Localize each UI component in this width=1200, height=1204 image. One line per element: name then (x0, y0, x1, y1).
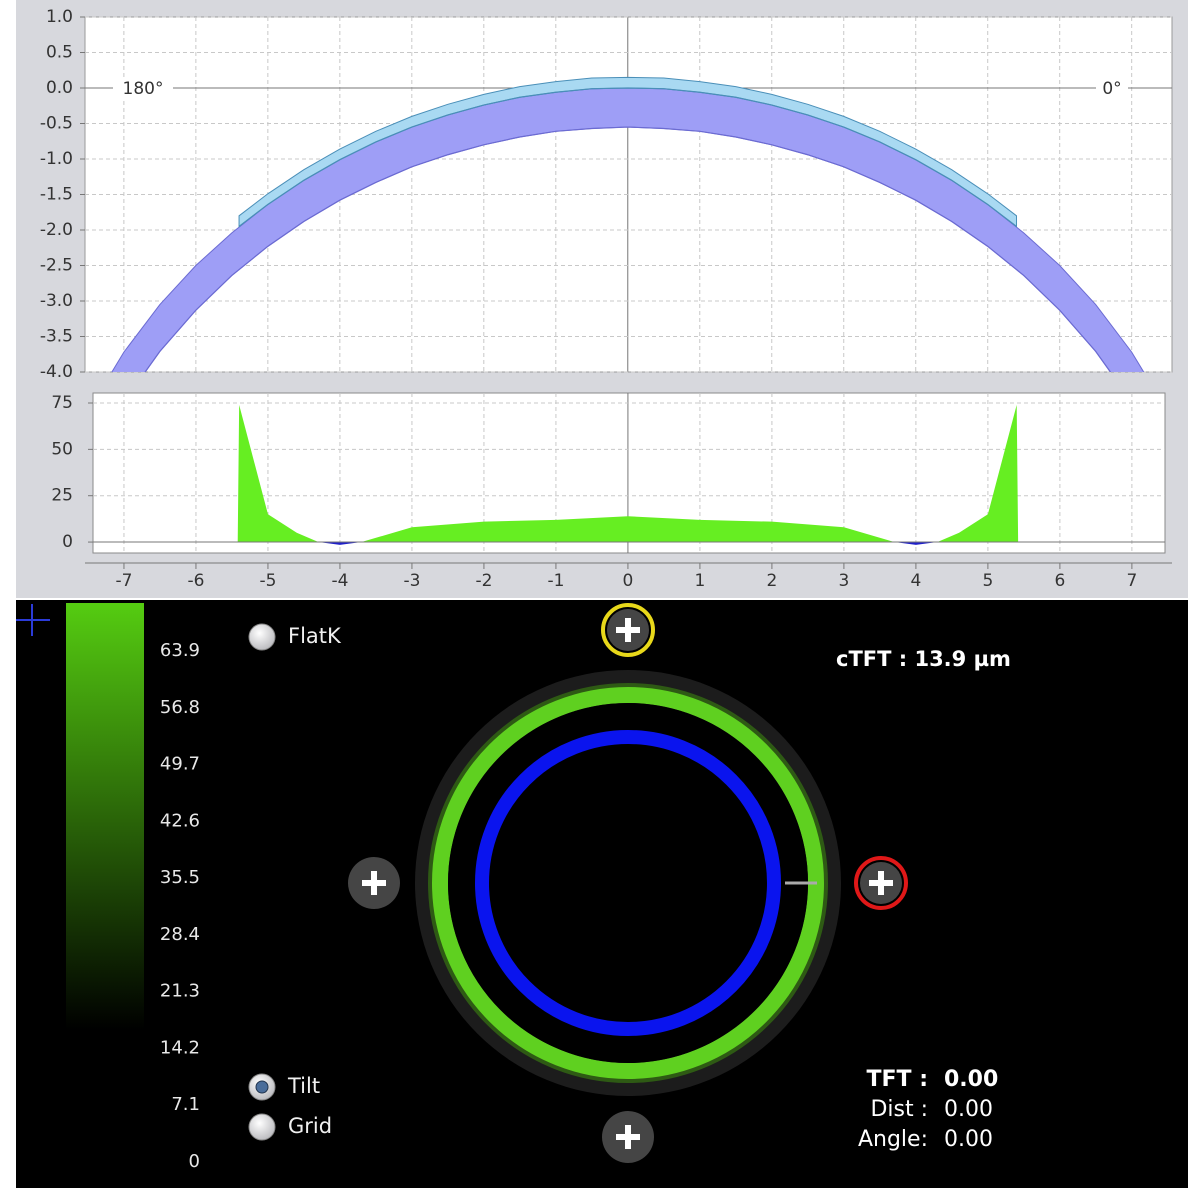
y-tick-label: -1.5 (40, 185, 73, 205)
scale-label: 56.8 (160, 697, 200, 718)
y-tick-label: -2.0 (40, 220, 73, 240)
plus-v (625, 1125, 631, 1149)
radio-label[interactable]: Grid (288, 1114, 332, 1138)
band-edge (144, 126, 1112, 372)
y-tick-label: 1.0 (46, 7, 73, 27)
readout-label: Angle: (858, 1127, 928, 1152)
radio-label[interactable]: FlatK (288, 624, 342, 648)
radio-dot (255, 1080, 269, 1094)
x-tick-label: 3 (838, 571, 849, 591)
y-tick-label: -4.0 (40, 362, 73, 382)
x-tick-label: -2 (475, 571, 492, 591)
color-scale: 63.9 56.8 49.7 42.6 35.5 28.4 21.3 14.2 7.1 0 (66, 603, 200, 1172)
radio-button[interactable] (248, 623, 276, 651)
button-ring (854, 856, 908, 910)
buttons (348, 603, 908, 1163)
band-edge (238, 87, 1017, 227)
radio-option[interactable]: FlatK (248, 623, 342, 651)
angle-label: 180° (123, 79, 164, 99)
profile-curves (111, 76, 1145, 372)
readout: TFT : 0.00 Dist : 0.00 Angle: 0.00 (858, 1067, 998, 1152)
readout-value: 0.00 (944, 1097, 993, 1122)
x-tick-label: -6 (187, 571, 204, 591)
scale-label: 28.4 (160, 924, 200, 945)
plus-v (625, 618, 631, 642)
profile-chart: 1.0 0.5 0.0 -0.5 -1.0 -1.5 -2.0 -2.5 -3.0 -3.5 -4.… (40, 7, 1172, 382)
options: FlatK Tilt Grid (248, 623, 342, 1141)
scale-label: 42.6 (160, 810, 200, 831)
y-tick-label: 0 (62, 532, 73, 552)
readout-value: 0.00 (944, 1067, 998, 1092)
adjust-button[interactable] (601, 603, 655, 657)
x-tick-label: 7 (1126, 571, 1137, 591)
scale-label: 49.7 (160, 754, 200, 775)
x-tick-label: 0 (623, 571, 634, 591)
y-tick-label: 50 (51, 439, 73, 459)
y-tick-label: 25 (51, 486, 73, 506)
x-tick-label: 5 (982, 571, 993, 591)
radio-option[interactable]: Grid (248, 1113, 332, 1141)
x-tick-label: -4 (331, 571, 348, 591)
x-tick-label: 2 (766, 571, 777, 591)
adjust-button[interactable] (854, 856, 908, 910)
adjust-button[interactable] (348, 857, 400, 909)
plus-v (878, 871, 884, 895)
clearance-chart: -7 -6 -5 -4 -3 -2 -1 0 1 2 3 4 5 6 7 0 25 50 75 (51, 393, 1172, 591)
y-tick-label: -3.0 (40, 291, 73, 311)
scale-label: 21.3 (160, 981, 200, 1002)
y-tick-label: 0.5 (46, 43, 73, 63)
x-tick-label: -3 (403, 571, 420, 591)
radio-label[interactable]: Tilt (287, 1074, 320, 1098)
scale-label: 63.9 (160, 640, 200, 661)
adjust-button[interactable] (602, 1111, 654, 1163)
y-tick-label: -2.5 (40, 256, 73, 276)
tilt-map (415, 670, 841, 1096)
y-tick-label: -3.5 (40, 327, 73, 347)
scale-label: 35.5 (160, 867, 200, 888)
scale-bar (66, 603, 144, 1030)
y-tick-label: -1.0 (40, 149, 73, 169)
angle-label: 0° (1102, 79, 1121, 99)
readout-label: Dist : (870, 1097, 928, 1122)
x-tick-label: -7 (115, 571, 132, 591)
clearance-area (237, 404, 1019, 545)
inner-area (448, 703, 808, 1063)
clearance-area-group (237, 404, 1019, 545)
x-tick-label: -1 (547, 571, 564, 591)
readout-value: 0.00 (944, 1127, 993, 1152)
x-tick-label: 4 (910, 571, 921, 591)
y-tick-label: 75 (51, 393, 73, 413)
glow-ring (428, 683, 828, 1083)
scale-label: 0 (189, 1151, 200, 1172)
scale-label: 7.1 (171, 1094, 200, 1115)
button-ring (601, 603, 655, 657)
readout-label: TFT : (867, 1067, 929, 1092)
ctft: cTFT : 13.9 µm (836, 647, 1011, 671)
x-tick-label: -5 (259, 571, 276, 591)
y-tick-label: -0.5 (40, 114, 73, 134)
label-bg (1096, 77, 1128, 99)
x-tick-label: 6 (1054, 571, 1065, 591)
x-tick-label: 1 (695, 571, 706, 591)
scale-label: 14.2 (160, 1037, 200, 1058)
radio-button[interactable] (248, 1113, 276, 1141)
plus-v (371, 871, 377, 895)
blue-ring (475, 730, 781, 1036)
radio-option[interactable]: Tilt (248, 1073, 320, 1101)
y-tick-label: 0.0 (46, 78, 73, 98)
label-bg (113, 77, 173, 99)
